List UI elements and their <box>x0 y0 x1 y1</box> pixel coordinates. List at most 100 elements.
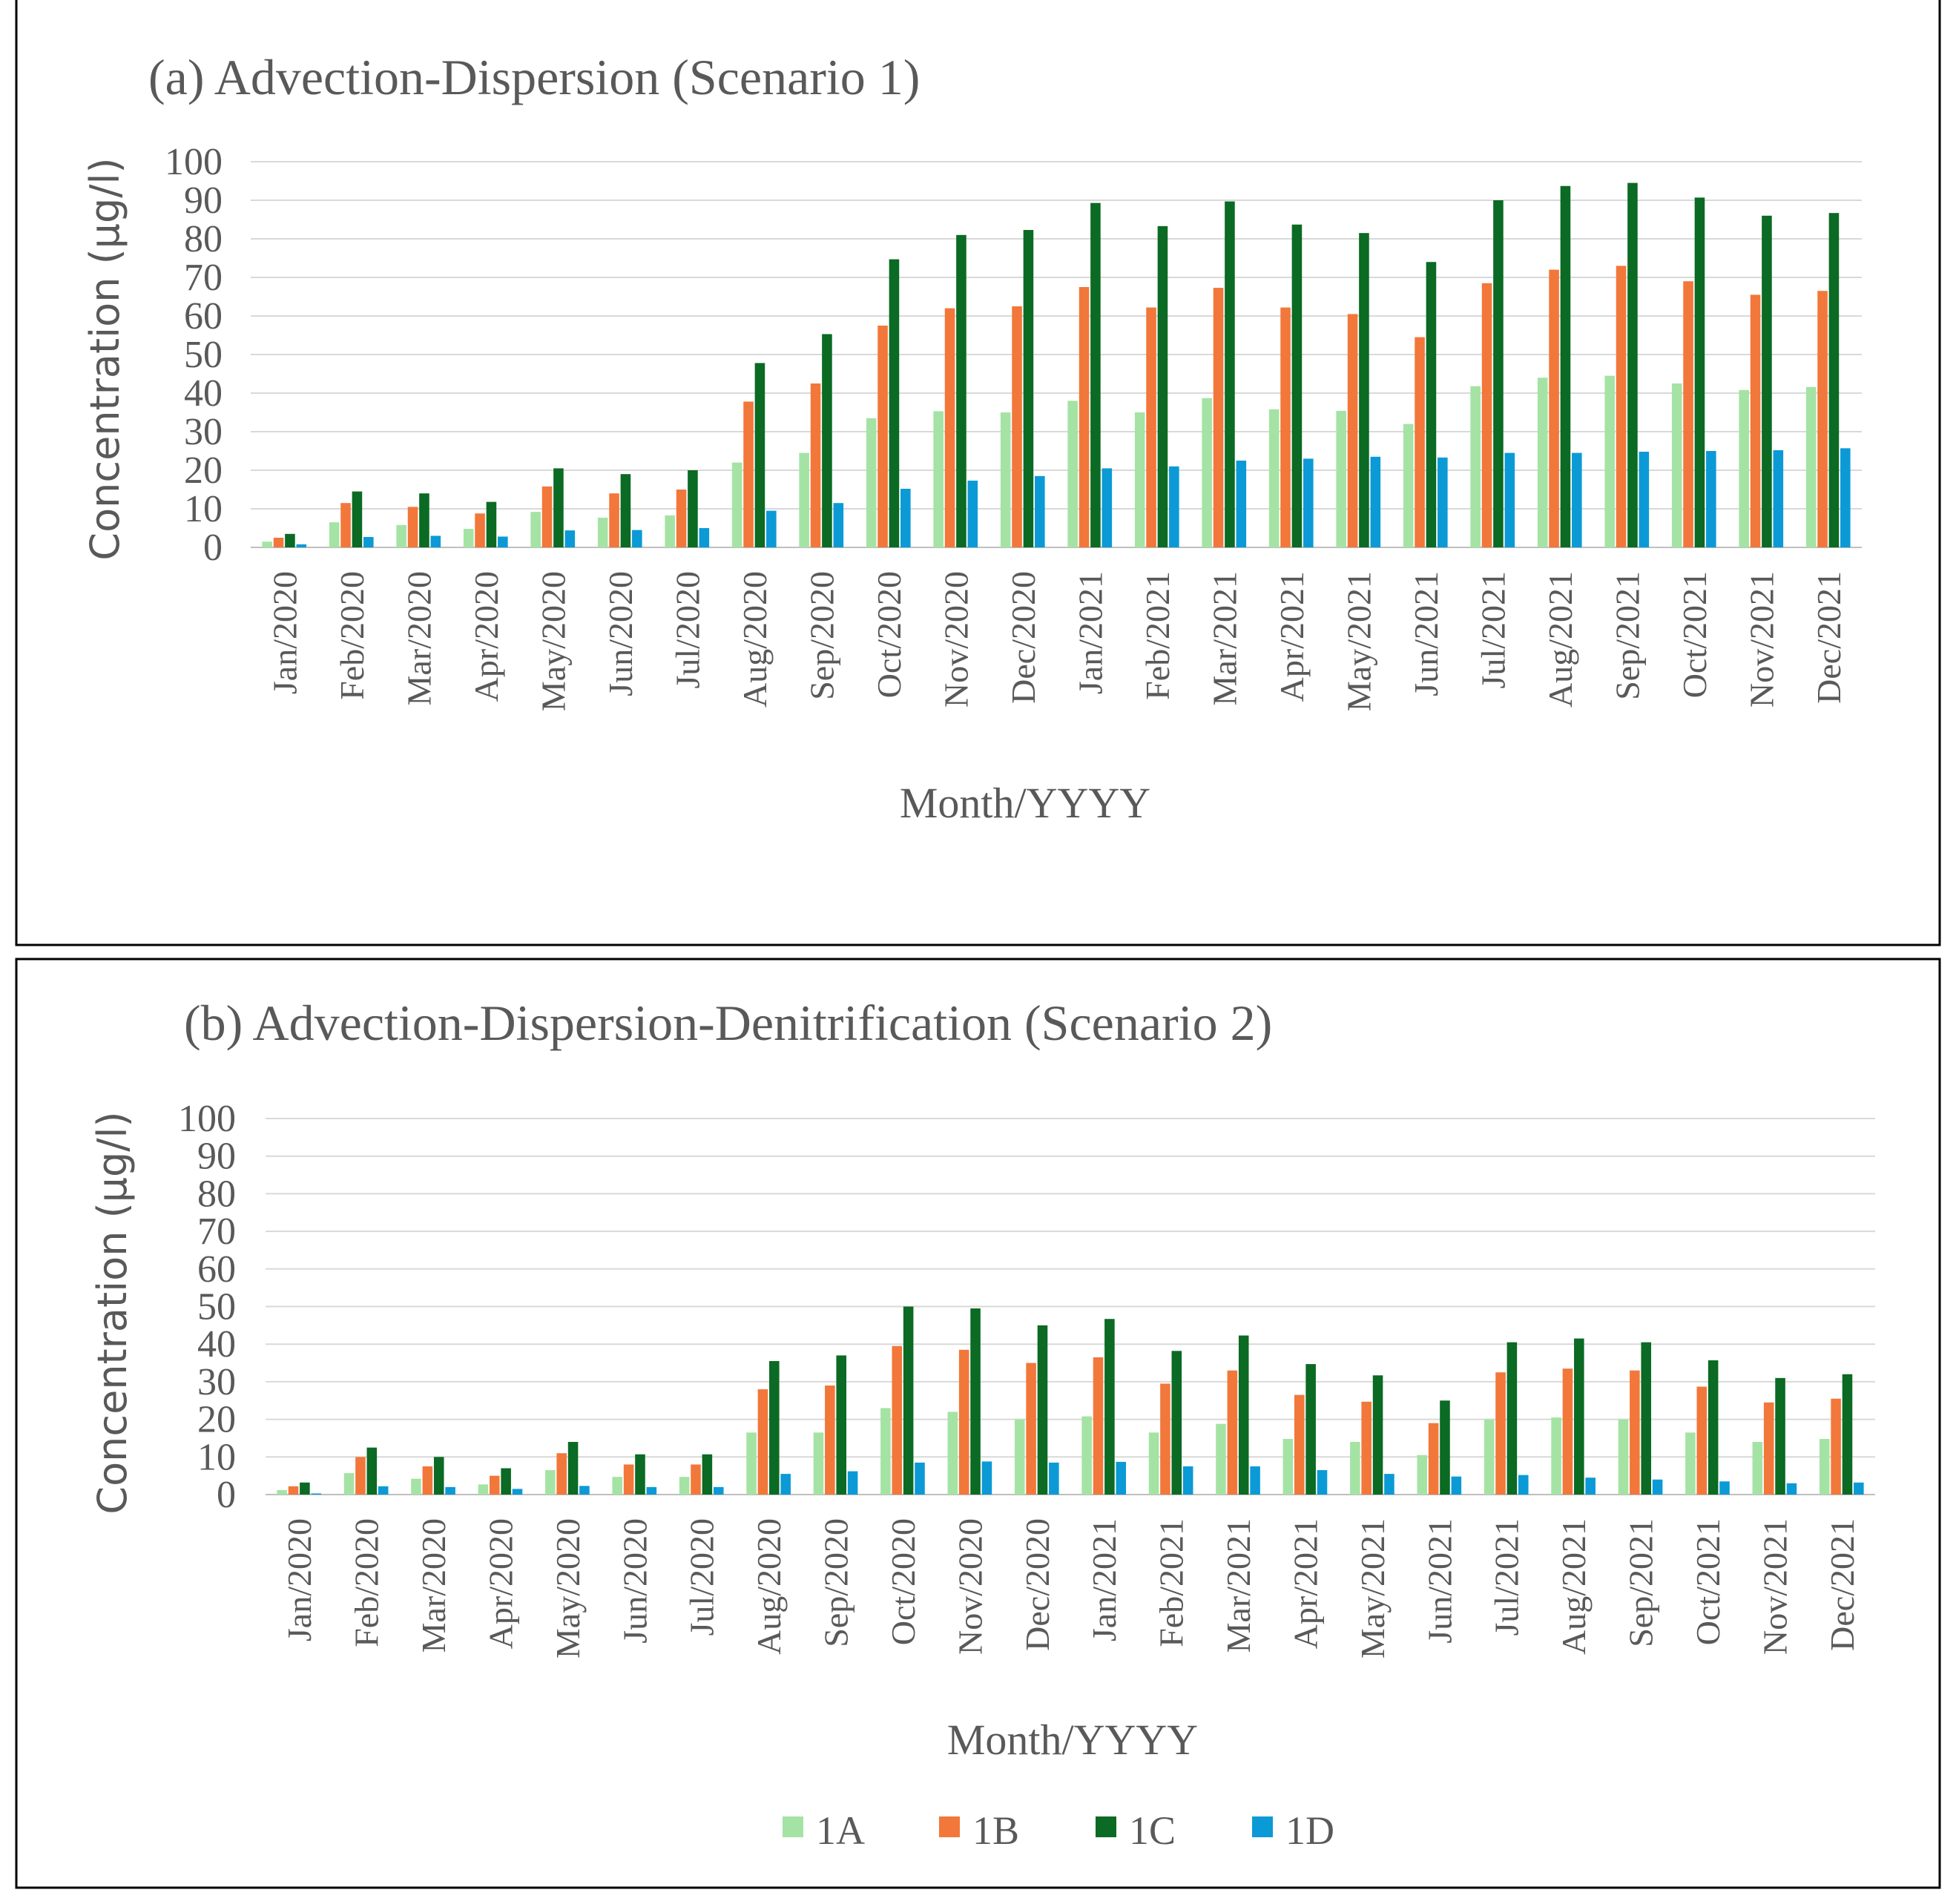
x-tick-label: Feb/2020 <box>348 1518 386 1647</box>
bar-1B-May-2021 <box>1361 1401 1371 1495</box>
y-tick-label: 80 <box>197 1173 236 1215</box>
x-tick-label: Apr/2020 <box>467 571 505 702</box>
bar-1A-Aug-2021 <box>1551 1417 1561 1495</box>
bar-1A-Aug-2020 <box>731 462 742 547</box>
bar-1D-Jun-2020 <box>632 530 642 547</box>
legend-item-1C: 1C <box>1096 1808 1176 1853</box>
bar-1B-Oct-2020 <box>892 1345 903 1495</box>
bar-1B-Aug-2021 <box>1549 269 1559 547</box>
panel-a-x-axis: Jan/2020 Feb/2020 Mar/2020 Apr/2020 May/2020… <box>266 571 1848 711</box>
bar-1C-Mar-2020 <box>433 1457 444 1495</box>
bar-1B-Nov-2021 <box>1763 1402 1774 1495</box>
x-tick-label: Jul/2020 <box>668 571 706 688</box>
bar-1D-Sep-2020 <box>833 503 844 547</box>
x-tick-label: Apr/2020 <box>482 1518 520 1649</box>
legend-label-1D: 1D <box>1285 1808 1334 1853</box>
y-tick-label: 50 <box>184 334 223 376</box>
x-tick-label: Sep/2020 <box>803 571 840 700</box>
x-tick-label: Dec/2021 <box>1823 1518 1861 1651</box>
panel-b-x-axis: Jan/2020 Feb/2020 Mar/2020 Apr/2020 May/2020… <box>280 1518 1861 1658</box>
x-tick-label: Jun/2020 <box>602 571 639 696</box>
panel-a-y-axis-label: Concentration (µg/l) <box>82 157 128 560</box>
bar-1A-Dec-2020 <box>1014 1419 1025 1495</box>
panel-b-y-axis-label: Concentration (µg/l) <box>89 1111 136 1514</box>
bar-1A-Mar-2021 <box>1216 1423 1226 1495</box>
bar-1A-Mar-2020 <box>411 1478 421 1495</box>
legend-label-1B: 1B <box>972 1808 1019 1853</box>
legend-item-1B: 1B <box>939 1808 1019 1853</box>
x-tick-label: Aug/2021 <box>1555 1518 1593 1655</box>
x-tick-label: May/2021 <box>1340 571 1377 711</box>
panel-a: (a) Advection-Dispersion (Scenario 1) 01… <box>15 0 1941 946</box>
bar-1A-Jun-2020 <box>597 517 608 547</box>
bar-1C-Sep-2021 <box>1627 182 1638 547</box>
bar-1D-Sep-2021 <box>1652 1479 1663 1495</box>
x-tick-label: Oct/2020 <box>870 571 908 698</box>
bar-1C-Mar-2021 <box>1225 201 1235 547</box>
bar-1D-Jan-2020 <box>311 1493 322 1495</box>
bar-1C-Dec-2021 <box>1842 1374 1853 1495</box>
x-tick-label: Nov/2021 <box>1742 571 1780 708</box>
legend-swatch-1D <box>1252 1816 1273 1837</box>
bar-1B-Jan-2021 <box>1079 287 1090 547</box>
panel-a-title: (a) Advection-Dispersion (Scenario 1) <box>148 49 920 105</box>
y-tick-label: 80 <box>184 218 223 260</box>
y-tick-label: 50 <box>197 1286 236 1328</box>
bar-1A-May-2020 <box>530 512 541 547</box>
x-tick-label: Dec/2021 <box>1810 571 1848 704</box>
bar-1D-Jun-2021 <box>1451 1476 1462 1495</box>
legend-item-1A: 1A <box>783 1808 865 1853</box>
bar-1D-Nov-2021 <box>1786 1483 1797 1495</box>
bar-1C-Jun-2020 <box>635 1454 645 1495</box>
y-tick-label: 60 <box>197 1248 236 1291</box>
bar-1D-Feb-2020 <box>378 1486 389 1495</box>
bar-1D-Feb-2021 <box>1169 466 1179 547</box>
bar-1A-Feb-2021 <box>1134 412 1145 547</box>
bar-1C-Aug-2020 <box>769 1361 780 1495</box>
bar-1D-Nov-2021 <box>1773 449 1784 547</box>
bar-1A-Sep-2021 <box>1604 375 1615 547</box>
bar-1B-Sep-2020 <box>810 383 821 547</box>
x-tick-label: Oct/2021 <box>1676 571 1713 698</box>
bar-1B-Oct-2021 <box>1696 1386 1708 1495</box>
y-tick-label: 10 <box>197 1436 236 1478</box>
bar-1B-Sep-2021 <box>1616 266 1627 547</box>
bar-1A-Apr-2021 <box>1268 409 1280 547</box>
x-tick-label: Sep/2021 <box>1608 571 1646 700</box>
bar-1D-Nov-2020 <box>967 481 978 547</box>
bar-1A-Jun-2021 <box>1403 424 1414 547</box>
bar-1A-Jul-2021 <box>1470 386 1481 547</box>
bar-1A-Oct-2021 <box>1671 383 1682 547</box>
bar-1A-Nov-2021 <box>1752 1442 1763 1495</box>
x-tick-label: Mar/2020 <box>400 571 438 705</box>
bar-1C-May-2020 <box>553 468 564 547</box>
bar-1D-Oct-2020 <box>900 488 911 547</box>
bar-1C-May-2021 <box>1359 233 1369 547</box>
x-tick-label: Apr/2021 <box>1273 571 1311 702</box>
x-tick-label: May/2020 <box>549 1518 587 1658</box>
bar-1C-Mar-2020 <box>419 493 429 547</box>
bar-1C-Nov-2020 <box>956 234 967 547</box>
bar-1B-Nov-2020 <box>944 308 955 547</box>
bar-1A-Dec-2021 <box>1819 1438 1830 1495</box>
bar-1A-Jan-2020 <box>277 1489 287 1495</box>
bar-1D-May-2020 <box>579 1486 590 1495</box>
bar-1D-Apr-2020 <box>512 1489 523 1495</box>
bar-1D-Sep-2020 <box>847 1471 858 1495</box>
x-tick-label: Feb/2020 <box>333 571 371 700</box>
y-tick-label: 0 <box>203 527 223 569</box>
bar-1B-Sep-2020 <box>825 1385 835 1495</box>
bar-1A-Apr-2020 <box>463 529 474 547</box>
y-tick-label: 70 <box>197 1210 236 1253</box>
bar-1D-May-2021 <box>1370 456 1381 547</box>
bar-1D-Feb-2021 <box>1182 1466 1193 1495</box>
bar-1A-Sep-2020 <box>813 1432 824 1495</box>
bar-1D-Apr-2020 <box>498 536 508 547</box>
panel-b-gridlines <box>266 1118 1875 1495</box>
bar-1B-Aug-2020 <box>757 1389 768 1495</box>
bar-1C-Jun-2021 <box>1440 1400 1450 1495</box>
bar-1B-Feb-2020 <box>355 1457 366 1495</box>
bar-1A-Nov-2021 <box>1739 389 1749 547</box>
bar-1C-Feb-2020 <box>352 491 363 547</box>
